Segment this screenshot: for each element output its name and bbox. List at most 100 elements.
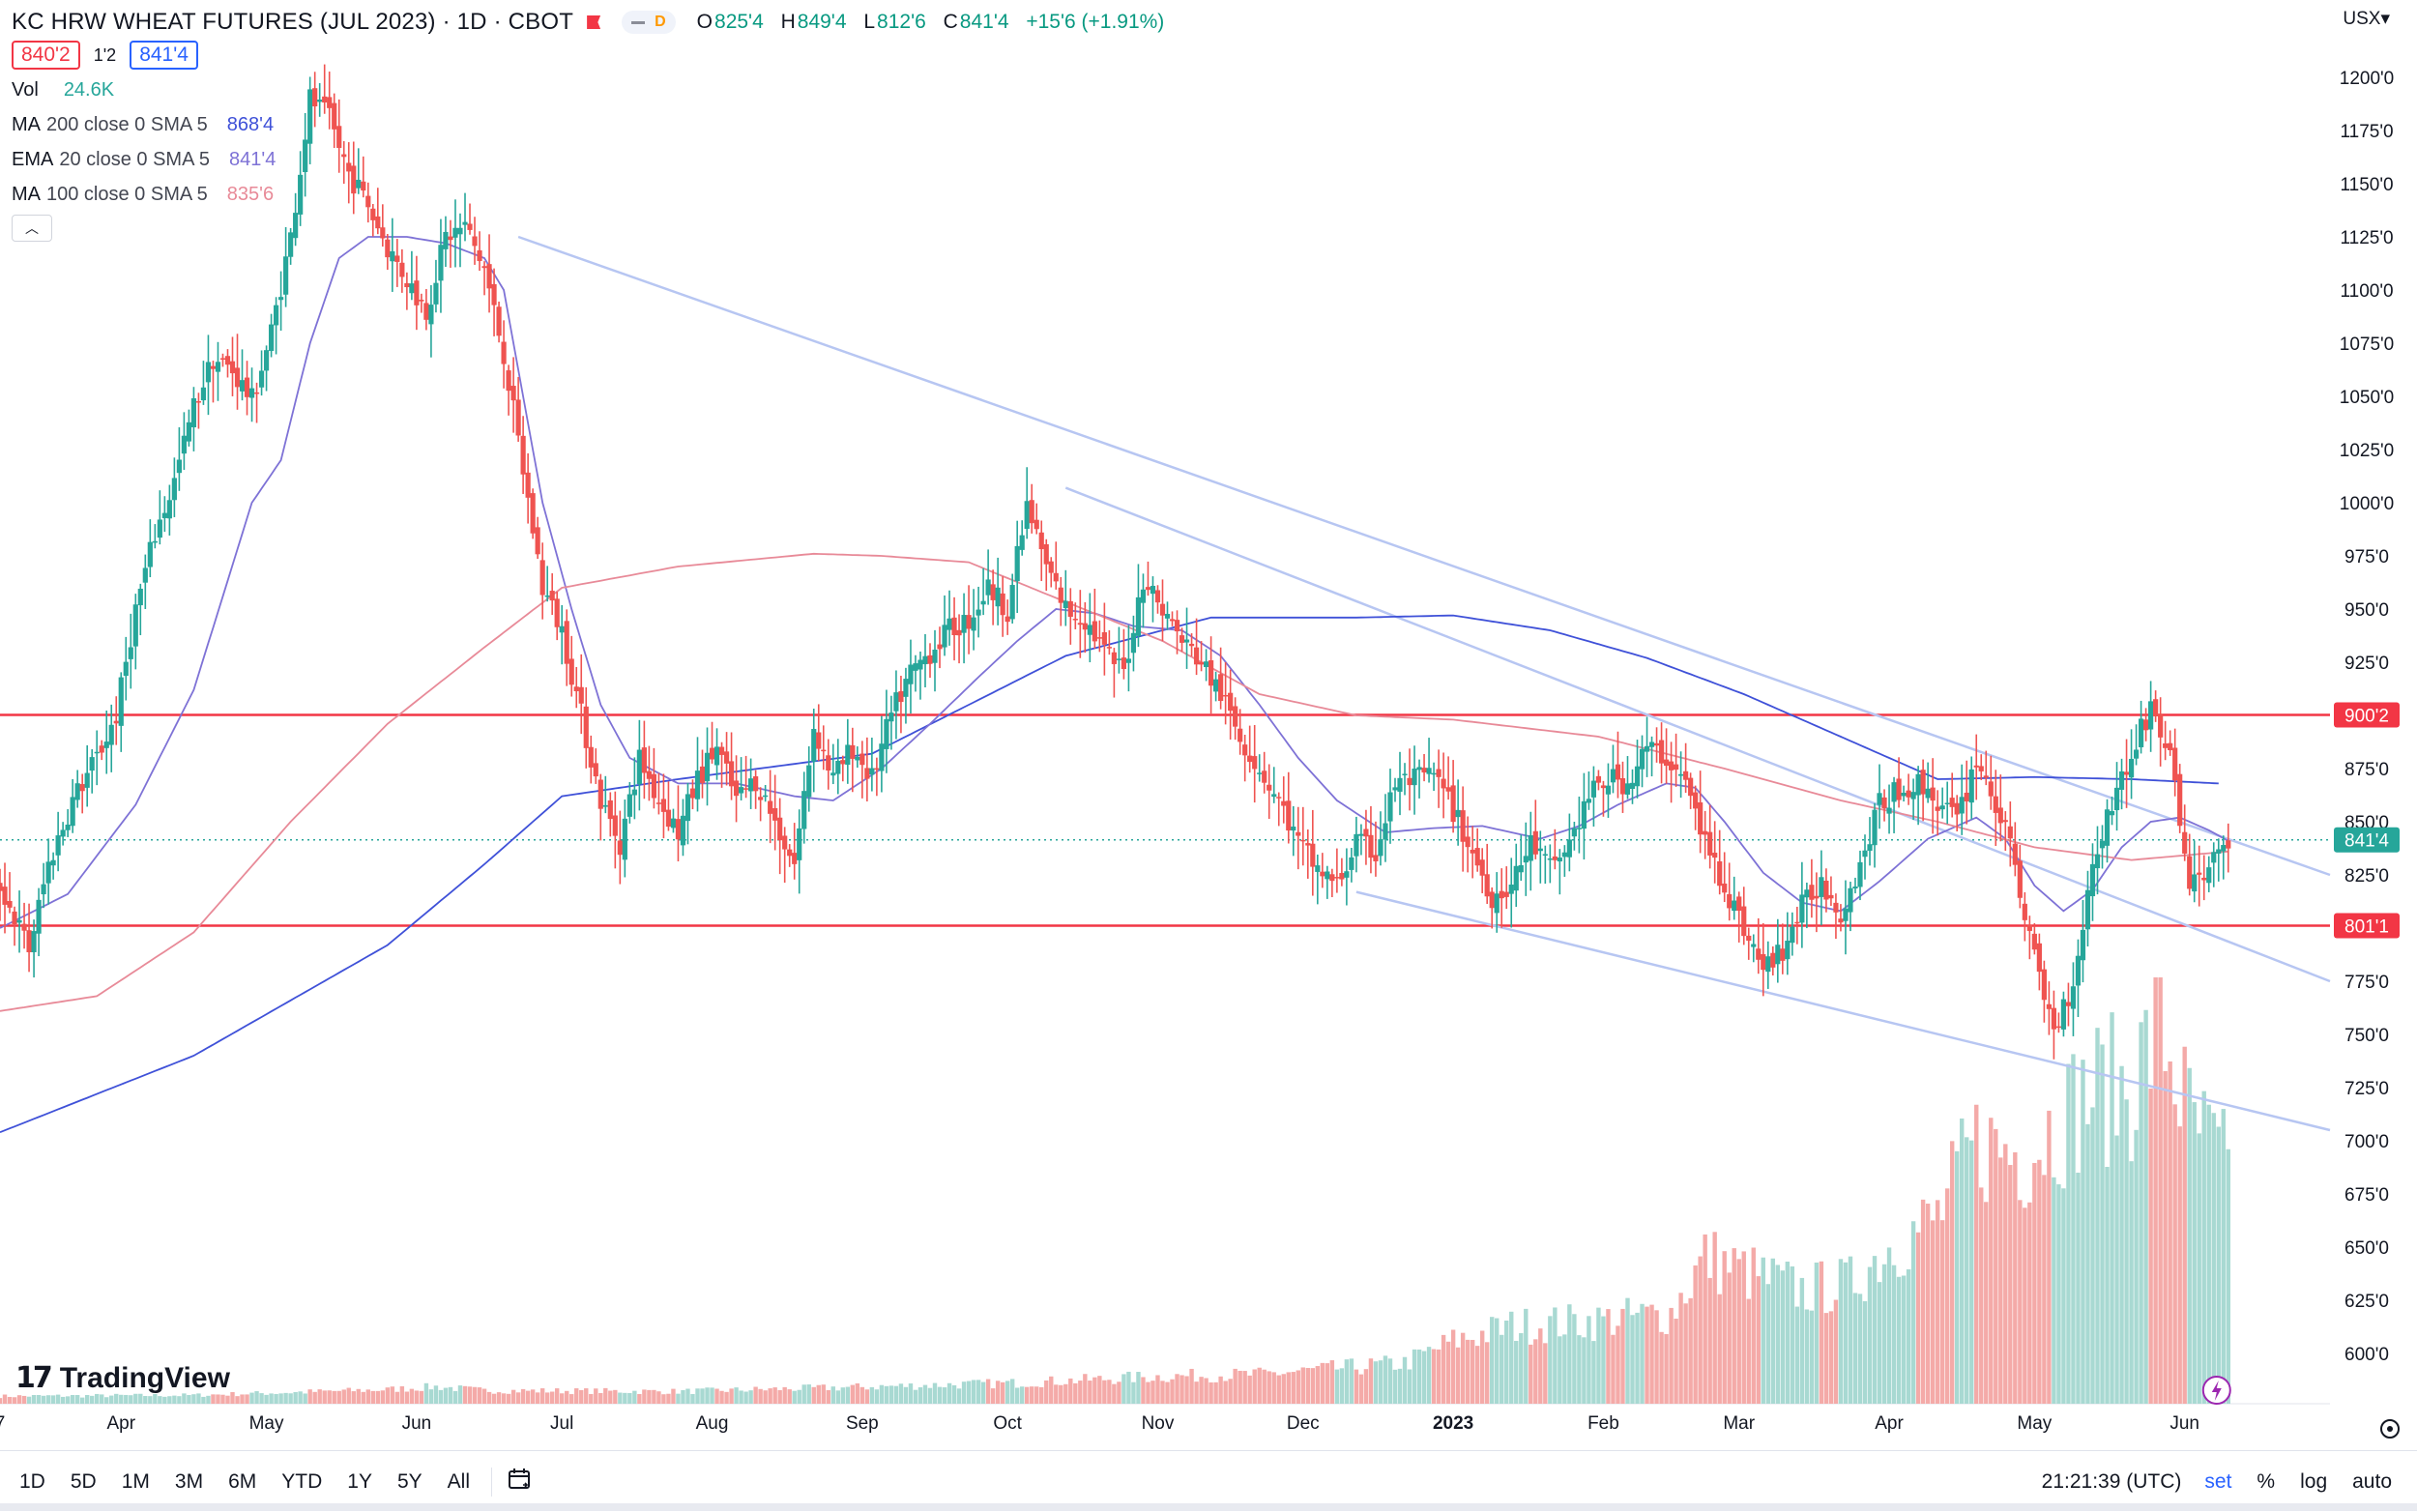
candle-body[interactable] — [2104, 809, 2111, 846]
candle-body[interactable] — [1320, 871, 1325, 877]
candle-body[interactable] — [2211, 852, 2217, 863]
candle-body[interactable] — [390, 250, 395, 262]
candle-body[interactable] — [670, 818, 677, 829]
candle-body[interactable] — [2, 887, 8, 905]
candle-body[interactable] — [559, 625, 565, 633]
candle-body[interactable] — [467, 223, 473, 230]
trend-line[interactable] — [1064, 486, 2331, 983]
candle-body[interactable] — [1145, 587, 1151, 591]
candle-body[interactable] — [457, 227, 463, 235]
candle-body[interactable] — [1412, 769, 1417, 786]
candle-body[interactable] — [1233, 706, 1238, 727]
candle-body[interactable] — [113, 720, 119, 724]
candle-body[interactable] — [718, 746, 725, 755]
candle-body[interactable] — [1291, 827, 1296, 831]
candle-body[interactable] — [477, 249, 482, 261]
candle-body[interactable] — [1193, 647, 1200, 665]
candle-body[interactable] — [1329, 874, 1335, 882]
candle-body[interactable] — [1029, 500, 1034, 524]
candle-body[interactable] — [1267, 784, 1272, 791]
candle-body[interactable] — [2012, 843, 2018, 865]
candle-body[interactable] — [530, 493, 536, 534]
candle-body[interactable] — [200, 387, 207, 401]
candle-body[interactable] — [1993, 796, 1998, 813]
candle-body[interactable] — [346, 162, 352, 172]
candle-body[interactable] — [777, 817, 783, 841]
candle-body[interactable] — [219, 358, 226, 360]
candle-body[interactable] — [1208, 660, 1214, 686]
candle-body[interactable] — [1722, 883, 1728, 893]
candle-body[interactable] — [515, 399, 521, 436]
candle-body[interactable] — [2099, 840, 2106, 849]
candle-body[interactable] — [2163, 742, 2169, 748]
candle-body[interactable] — [1344, 871, 1350, 878]
candle-body[interactable] — [190, 398, 197, 427]
candle-body[interactable] — [1238, 728, 1243, 742]
candle-body[interactable] — [607, 800, 613, 820]
candle-body[interactable] — [2226, 840, 2231, 849]
candle-body[interactable] — [1019, 535, 1025, 550]
candle-body[interactable] — [1276, 797, 1282, 799]
candle-body[interactable] — [1271, 794, 1277, 798]
candle-body[interactable] — [89, 757, 95, 771]
candle-body[interactable] — [1678, 773, 1684, 776]
candle-body[interactable] — [510, 386, 516, 401]
candle-body[interactable] — [399, 262, 405, 277]
candle-body[interactable] — [1474, 848, 1480, 866]
candle-body[interactable] — [1590, 780, 1597, 798]
candle-body[interactable] — [1906, 790, 1911, 798]
candle-body[interactable] — [147, 541, 153, 567]
candle-body[interactable] — [772, 807, 778, 821]
candle-body[interactable] — [375, 216, 381, 229]
indicator-volume[interactable]: Vol 24.6K — [12, 78, 115, 101]
candle-body[interactable] — [859, 753, 865, 766]
candle-body[interactable] — [55, 835, 61, 856]
candle-body[interactable] — [1794, 921, 1800, 924]
candle-body[interactable] — [1111, 652, 1117, 664]
candle-body[interactable] — [288, 232, 294, 257]
candle-body[interactable] — [1707, 831, 1713, 856]
candle-body[interactable] — [626, 794, 632, 817]
candle-body[interactable] — [816, 732, 822, 749]
candle-body[interactable] — [908, 664, 914, 684]
candle-body[interactable] — [1513, 865, 1519, 891]
candle-body[interactable] — [263, 350, 270, 371]
candle-body[interactable] — [157, 519, 162, 538]
candle-body[interactable] — [888, 712, 894, 722]
candle-body[interactable] — [641, 747, 647, 773]
indicator-ma100[interactable]: MA 100 close 0 SMA 5 835'6 — [12, 183, 275, 205]
candle-body[interactable] — [1862, 850, 1868, 858]
candle-body[interactable] — [1228, 692, 1234, 712]
candle-body[interactable] — [893, 692, 899, 712]
candle-body[interactable] — [704, 752, 711, 782]
candle-body[interactable] — [1804, 889, 1810, 898]
candle-body[interactable] — [1183, 639, 1190, 643]
range-ytd-button[interactable]: YTD — [281, 1469, 323, 1493]
candle-body[interactable] — [356, 179, 362, 189]
candle-body[interactable] — [743, 788, 749, 790]
candle-body[interactable] — [2221, 845, 2227, 852]
candle-body[interactable] — [248, 388, 255, 398]
candle-body[interactable] — [1790, 926, 1795, 944]
candle-body[interactable] — [307, 89, 313, 144]
candle-body[interactable] — [1499, 890, 1504, 899]
candle-body[interactable] — [2197, 872, 2202, 875]
candle-body[interactable] — [234, 367, 241, 388]
candle-body[interactable] — [1009, 585, 1015, 620]
candle-body[interactable] — [2123, 771, 2130, 775]
candle-body[interactable] — [1988, 781, 1994, 797]
candle-body[interactable] — [2075, 955, 2082, 986]
candle-body[interactable] — [1610, 769, 1616, 783]
candle-body[interactable] — [2026, 924, 2032, 931]
candle-body[interactable] — [268, 324, 275, 352]
candle-body[interactable] — [573, 686, 579, 692]
candle-body[interactable] — [2007, 826, 2013, 839]
candle-body[interactable] — [1373, 855, 1379, 861]
flag-icon[interactable] — [587, 15, 601, 29]
candle-body[interactable] — [332, 102, 337, 130]
candle-body[interactable] — [1968, 769, 1974, 803]
candle-body[interactable] — [1000, 593, 1005, 616]
candle-body[interactable] — [1101, 631, 1107, 645]
candle-body[interactable] — [2046, 1003, 2052, 1009]
candle-body[interactable] — [1741, 906, 1747, 937]
